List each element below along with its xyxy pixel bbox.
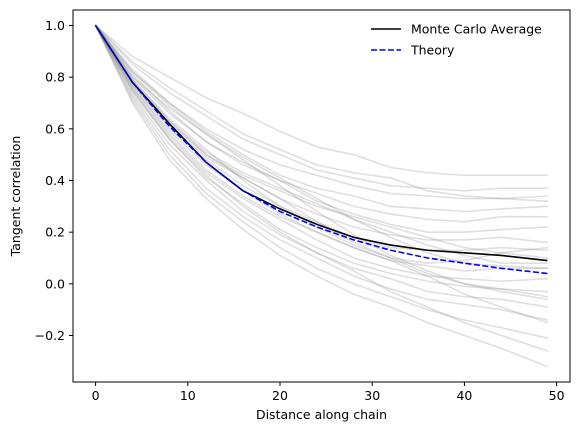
trial-line bbox=[94, 24, 549, 283]
y-tick-label: −0.2 bbox=[35, 328, 65, 343]
trial-line bbox=[94, 24, 549, 252]
y-axis-label: Tangent correlation bbox=[8, 136, 23, 258]
legend-label-theory: Theory bbox=[410, 43, 455, 58]
legend: Monte Carlo Average Theory bbox=[371, 22, 542, 58]
y-tick-label: 0.8 bbox=[45, 70, 65, 85]
trial-line bbox=[94, 24, 549, 293]
trial-line bbox=[94, 24, 549, 321]
trial-lines bbox=[94, 24, 549, 368]
trial-line bbox=[94, 24, 549, 213]
trial-line bbox=[94, 24, 549, 368]
trial-line bbox=[94, 24, 549, 177]
trial-line bbox=[94, 24, 549, 272]
y-tick-label: 0.0 bbox=[45, 276, 65, 291]
x-tick-label: 30 bbox=[364, 388, 380, 403]
y-tick-label: 0.6 bbox=[45, 121, 65, 136]
x-tick-label: 40 bbox=[456, 388, 472, 403]
trial-line bbox=[94, 24, 549, 352]
trial-line bbox=[94, 24, 549, 324]
trial-line bbox=[94, 24, 549, 223]
x-axis-label: Distance along chain bbox=[256, 407, 387, 422]
plot-frame bbox=[72, 9, 571, 383]
trial-line bbox=[94, 24, 549, 264]
y-tick-label: 1.0 bbox=[45, 18, 65, 33]
trial-line bbox=[94, 24, 549, 298]
legend-label-monte-carlo: Monte Carlo Average bbox=[411, 22, 542, 37]
x-tick-label: 20 bbox=[272, 388, 288, 403]
trial-line bbox=[94, 24, 549, 308]
x-tick-label: 10 bbox=[180, 388, 196, 403]
trial-line bbox=[94, 24, 549, 233]
x-tick-label: 50 bbox=[549, 388, 565, 403]
trial-line bbox=[94, 24, 549, 244]
trial-line bbox=[94, 24, 549, 301]
series-lines bbox=[94, 25, 548, 275]
trial-line bbox=[94, 24, 549, 339]
trial-line bbox=[94, 24, 549, 202]
y-tick-label: 0.4 bbox=[45, 173, 65, 188]
y-tick-label: 0.2 bbox=[45, 225, 65, 240]
trial-line bbox=[94, 24, 549, 264]
x-tick-label: 0 bbox=[92, 388, 100, 403]
x-axis: 0 10 20 30 40 50 bbox=[92, 382, 565, 403]
monte-carlo-average-line bbox=[94, 25, 548, 262]
y-axis: −0.2 0.0 0.2 0.4 0.6 0.8 1.0 bbox=[35, 18, 73, 343]
trial-line bbox=[94, 24, 549, 270]
trial-line bbox=[94, 24, 549, 200]
trial-line bbox=[94, 24, 549, 192]
